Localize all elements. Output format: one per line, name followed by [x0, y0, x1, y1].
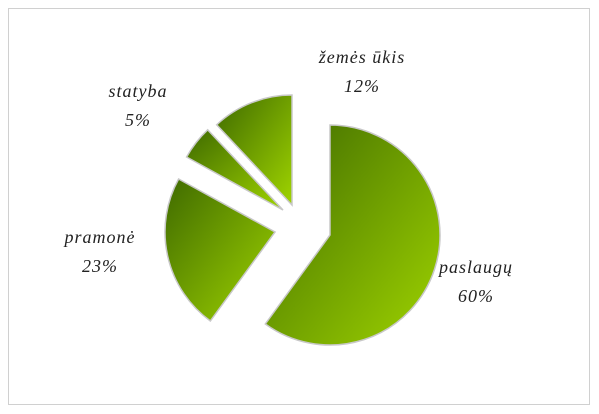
slice-value-label: 12%: [344, 76, 380, 96]
slice-value-label: 23%: [82, 256, 118, 276]
pie-slice: [215, 94, 293, 207]
slice-category-label: paslaugų: [437, 257, 513, 277]
slice-value-label: 60%: [458, 286, 494, 306]
pie-slice: [264, 124, 441, 346]
slice-value-label: 5%: [125, 110, 151, 130]
chart-frame: [8, 8, 590, 405]
slice-category-label: žemės ūkis: [318, 47, 405, 67]
pie-slice: [185, 128, 284, 211]
slice-category-label: pramonė: [63, 227, 136, 247]
slice-category-label: statyba: [109, 81, 168, 101]
pie-slice: [164, 177, 277, 323]
